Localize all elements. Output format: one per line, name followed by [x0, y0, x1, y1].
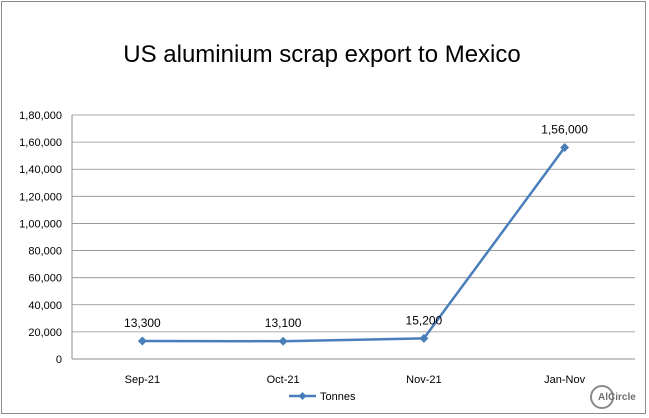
data-point — [560, 143, 570, 153]
data-point — [137, 336, 147, 346]
logo-ring — [590, 385, 614, 409]
grid-layer — [71, 114, 635, 360]
data-label: 13,100 — [265, 316, 302, 330]
y-tick-label: 80,000 — [28, 246, 62, 258]
data-label: 15,200 — [406, 313, 443, 327]
x-tick-label: Oct-21 — [267, 374, 300, 386]
x-tick-label: Sep-21 — [125, 374, 160, 386]
data-label: 13,300 — [124, 316, 161, 330]
y-tick-label: 60,000 — [28, 273, 62, 285]
series-line — [142, 146, 566, 343]
y-tick-label: 20,000 — [28, 327, 62, 339]
x-axis-tick-labels: Sep-21 Oct-21 Nov-21 Jan-Nov — [125, 374, 586, 386]
chart-title: US aluminium scrap export to Mexico — [123, 41, 520, 68]
alcircle-logo: AlCircle — [590, 385, 636, 409]
y-tick-label: 1,40,000 — [19, 164, 62, 176]
data-point — [278, 336, 288, 346]
x-tick-label: Jan-Nov — [544, 374, 585, 386]
data-label-layer: 13,300 13,100 15,200 1,56,000 — [124, 123, 588, 331]
legend-marker-swatch — [298, 392, 307, 400]
y-tick-label: 1,00,000 — [19, 218, 62, 230]
y-tick-label: 40,000 — [28, 300, 62, 312]
legend-label: Tonnes — [320, 391, 356, 403]
legend: Tonnes — [289, 391, 356, 403]
series-layer — [137, 143, 570, 346]
data-point — [419, 333, 429, 343]
data-label: 1,56,000 — [541, 123, 588, 137]
y-tick-label: 1,80,000 — [19, 110, 62, 122]
y-tick-label: 1,60,000 — [19, 137, 62, 149]
x-tick-label: Nov-21 — [406, 374, 441, 386]
y-tick-label: 0 — [56, 354, 62, 366]
y-tick-label: 1,20,000 — [19, 191, 62, 203]
y-axis-tick-labels: 0 20,000 40,000 60,000 80,000 1,00,000 1,20,00… — [19, 110, 62, 366]
logo-wordmark: AlCircle — [598, 392, 636, 403]
